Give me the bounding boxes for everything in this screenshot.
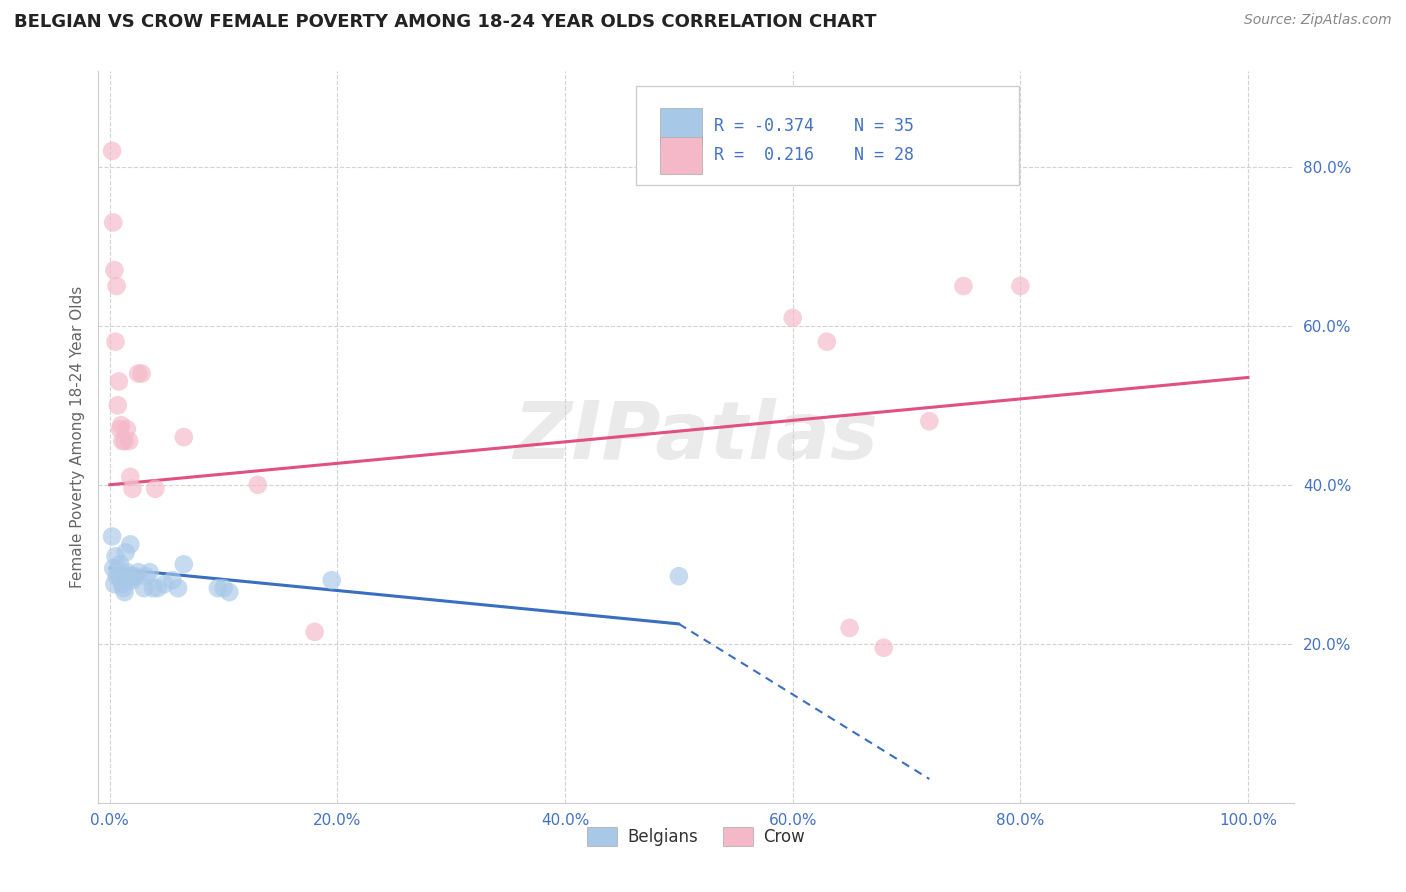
Point bbox=[104, 549, 127, 564]
Point bbox=[1010, 279, 1032, 293]
Point bbox=[107, 561, 129, 575]
Point bbox=[104, 334, 127, 349]
Text: BELGIAN VS CROW FEMALE POVERTY AMONG 18-24 YEAR OLDS CORRELATION CHART: BELGIAN VS CROW FEMALE POVERTY AMONG 18-… bbox=[14, 13, 876, 31]
Point bbox=[101, 144, 124, 158]
Point bbox=[111, 434, 134, 448]
Point bbox=[108, 422, 131, 436]
Point bbox=[131, 367, 153, 381]
Point bbox=[173, 430, 195, 444]
Point bbox=[321, 573, 343, 587]
Text: Source: ZipAtlas.com: Source: ZipAtlas.com bbox=[1244, 13, 1392, 28]
Point bbox=[117, 569, 139, 583]
Point bbox=[121, 573, 143, 587]
Point bbox=[108, 375, 131, 389]
Point bbox=[127, 566, 149, 580]
Point bbox=[146, 581, 169, 595]
Point bbox=[918, 414, 941, 428]
Point bbox=[167, 581, 190, 595]
Point bbox=[815, 334, 838, 349]
Legend: Belgians, Crow: Belgians, Crow bbox=[581, 821, 811, 853]
Point bbox=[668, 569, 690, 583]
Point bbox=[173, 558, 195, 572]
Point bbox=[162, 573, 184, 587]
Point bbox=[135, 569, 157, 583]
Point bbox=[212, 581, 235, 595]
Point bbox=[142, 581, 165, 595]
Point bbox=[838, 621, 860, 635]
Point bbox=[114, 545, 136, 559]
Point bbox=[110, 418, 132, 433]
Point bbox=[103, 215, 125, 229]
Point bbox=[143, 482, 166, 496]
Point bbox=[107, 398, 129, 412]
FancyBboxPatch shape bbox=[661, 108, 702, 145]
Point bbox=[132, 581, 155, 595]
FancyBboxPatch shape bbox=[637, 86, 1019, 185]
Point bbox=[114, 434, 136, 448]
Point bbox=[118, 573, 141, 587]
Point bbox=[952, 279, 974, 293]
Point bbox=[127, 367, 149, 381]
Point bbox=[124, 569, 146, 583]
Point bbox=[111, 577, 134, 591]
Point bbox=[153, 577, 176, 591]
Text: ZIPatlas: ZIPatlas bbox=[513, 398, 879, 476]
Point bbox=[105, 279, 128, 293]
Point bbox=[110, 569, 132, 583]
Point bbox=[304, 624, 326, 639]
Point bbox=[105, 569, 128, 583]
FancyBboxPatch shape bbox=[661, 137, 702, 174]
Point bbox=[112, 581, 135, 595]
Point bbox=[115, 566, 138, 580]
Point bbox=[207, 581, 229, 595]
Point bbox=[120, 537, 142, 551]
Point bbox=[120, 569, 142, 583]
Point bbox=[138, 566, 160, 580]
Point bbox=[103, 263, 125, 277]
Point bbox=[108, 569, 131, 583]
Point bbox=[873, 640, 896, 655]
Point bbox=[108, 558, 131, 572]
Point bbox=[246, 477, 269, 491]
Point bbox=[115, 422, 138, 436]
Point bbox=[101, 529, 124, 543]
Text: R = -0.374    N = 35: R = -0.374 N = 35 bbox=[714, 117, 914, 136]
Point bbox=[218, 585, 240, 599]
Point bbox=[120, 470, 142, 484]
Point bbox=[103, 577, 125, 591]
Point bbox=[114, 585, 136, 599]
Point bbox=[782, 310, 804, 325]
Text: R =  0.216    N = 28: R = 0.216 N = 28 bbox=[714, 146, 914, 164]
Point bbox=[103, 561, 125, 575]
Y-axis label: Female Poverty Among 18-24 Year Olds: Female Poverty Among 18-24 Year Olds bbox=[69, 286, 84, 588]
Point bbox=[118, 434, 141, 448]
Point bbox=[121, 482, 143, 496]
